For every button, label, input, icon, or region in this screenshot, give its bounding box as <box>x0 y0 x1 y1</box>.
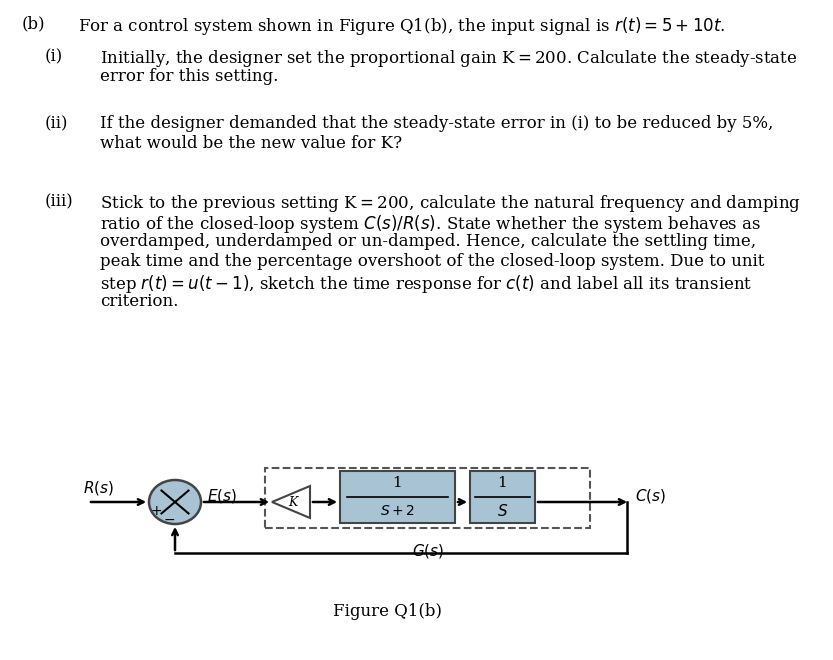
Text: criterion.: criterion. <box>100 293 178 310</box>
Text: For a control system shown in Figure Q1(b), the input signal is $r(t) = 5 + 10t$: For a control system shown in Figure Q1(… <box>78 15 726 37</box>
Text: If the designer demanded that the steady-state error in (i) to be reduced by 5%,: If the designer demanded that the steady… <box>100 115 773 132</box>
Text: $C(s)$: $C(s)$ <box>635 487 666 505</box>
Text: 1: 1 <box>497 476 507 490</box>
Text: $E(s)$: $E(s)$ <box>207 487 237 505</box>
Text: peak time and the percentage overshoot of the closed-loop system. Due to unit: peak time and the percentage overshoot o… <box>100 253 765 270</box>
FancyBboxPatch shape <box>340 471 455 523</box>
Text: (b): (b) <box>22 15 46 32</box>
Text: $S$: $S$ <box>497 503 508 519</box>
Text: error for this setting.: error for this setting. <box>100 68 278 85</box>
Text: Stick to the previous setting K$=$200, calculate the natural frequency and dampi: Stick to the previous setting K$=$200, c… <box>100 193 801 214</box>
Text: Figure Q1(b): Figure Q1(b) <box>333 603 442 620</box>
Ellipse shape <box>149 480 201 524</box>
FancyBboxPatch shape <box>470 471 535 523</box>
Text: step $r(t) = u(t - 1)$, sketch the time response for $c(t)$ and label all its tr: step $r(t) = u(t - 1)$, sketch the time … <box>100 273 752 295</box>
Text: +: + <box>151 504 162 518</box>
Text: $G(s)$: $G(s)$ <box>412 542 444 560</box>
Text: 1: 1 <box>392 476 402 490</box>
Text: $-$: $-$ <box>163 512 175 526</box>
Text: $S+2$: $S+2$ <box>380 504 415 518</box>
Text: overdamped, underdamped or un-damped. Hence, calculate the settling time,: overdamped, underdamped or un-damped. He… <box>100 233 756 250</box>
Text: K: K <box>288 496 297 508</box>
Text: (i): (i) <box>45 48 63 65</box>
Text: Initially, the designer set the proportional gain K$=$200. Calculate the steady-: Initially, the designer set the proporti… <box>100 48 797 69</box>
Text: what would be the new value for K?: what would be the new value for K? <box>100 135 402 152</box>
Text: $R(s)$: $R(s)$ <box>83 479 114 497</box>
Polygon shape <box>272 486 310 518</box>
Text: (ii): (ii) <box>45 115 68 132</box>
Text: (iii): (iii) <box>45 193 74 210</box>
Text: ratio of the closed-loop system $C(s)/R(s)$. State whether the system behaves as: ratio of the closed-loop system $C(s)/R(… <box>100 213 761 235</box>
